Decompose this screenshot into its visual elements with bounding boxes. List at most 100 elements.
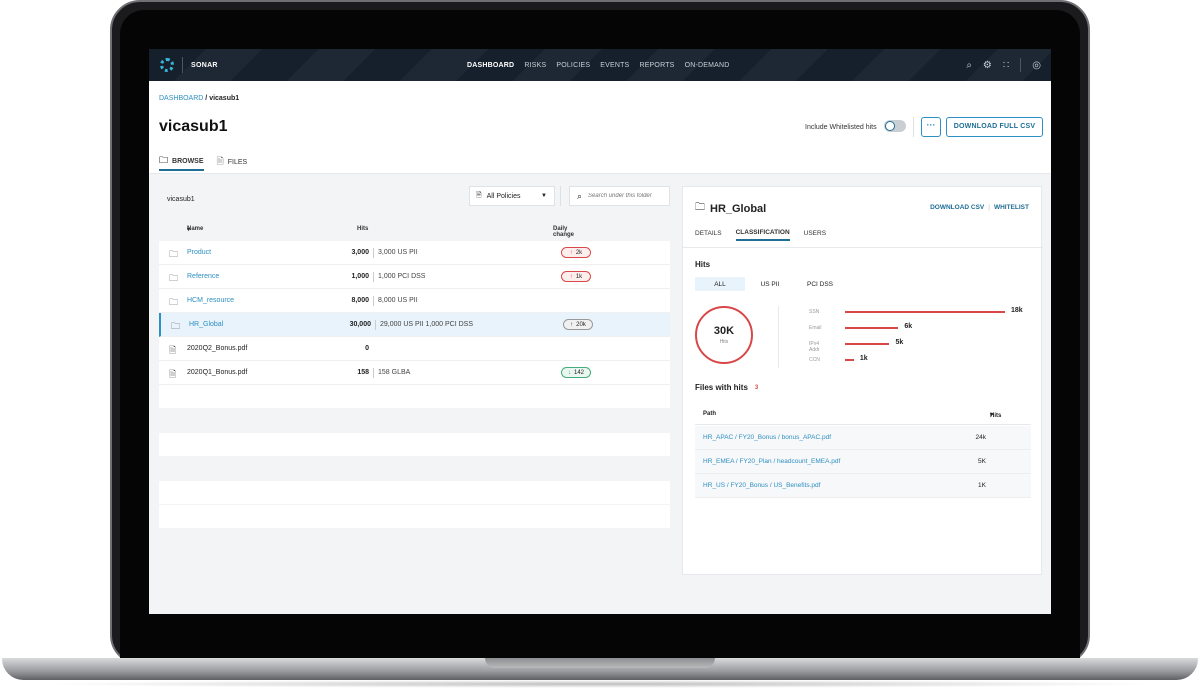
file-row[interactable]: HR_APAC / FY20_Bonus / bonus_APAC.pdf 24k xyxy=(695,426,1031,450)
breadcrumb: DASHBOARD / vicasub1 xyxy=(159,95,239,102)
breakdown-bar xyxy=(845,311,1005,313)
breakdown-label: Email xyxy=(809,325,822,331)
page-title: vicasub1 xyxy=(159,118,228,135)
policy-select[interactable]: 🗎 All Policies ▼ xyxy=(469,186,555,206)
file-row[interactable]: HR_US / FY20_Bonus / US_Benefits.pdf 1K xyxy=(695,474,1031,498)
download-csv-link[interactable]: DOWNLOAD CSV xyxy=(930,204,985,211)
folder-icon: 🗀 xyxy=(169,273,179,283)
table-row[interactable]: 🗀 Reference 1,000 1,000 PCI DSS ↑ 1k xyxy=(159,265,670,289)
column-file-hits[interactable]: Hits ▾ xyxy=(989,412,1002,419)
row-hits: 0 xyxy=(365,345,369,352)
breakdown-bar xyxy=(845,327,899,329)
folder-search-input[interactable] xyxy=(588,193,669,199)
row-hits-separator xyxy=(373,248,374,258)
file-hits: 1K xyxy=(978,482,986,489)
row-name[interactable]: HR_Global xyxy=(189,321,224,328)
nav-item-risks[interactable]: RISKS xyxy=(524,61,547,69)
page-tabs: 🗀 BROWSE 🗎 FILES xyxy=(159,153,247,171)
tab-users[interactable]: USERS xyxy=(803,229,827,237)
detail-title: 🗀 HR_Global xyxy=(695,200,766,217)
column-name[interactable]: Name ▾ xyxy=(187,226,204,233)
sonar-logo-icon[interactable] xyxy=(160,58,174,72)
header-divider xyxy=(913,117,914,137)
detail-title-text: HR_Global xyxy=(710,202,767,215)
app-name: SONAR xyxy=(191,61,218,69)
filter-all[interactable]: ALL xyxy=(695,277,745,291)
search-icon[interactable]: ⌕ xyxy=(966,59,972,71)
row-name[interactable]: HCM_resource xyxy=(187,297,235,304)
file-path-link[interactable]: HR_EMEA / FY20_Plan / headcount_EMEA.pdf xyxy=(703,458,841,465)
table-header: Name ▾ Hits ↕ Daily change ↕ xyxy=(187,226,575,238)
user-account-icon[interactable]: ◎ xyxy=(1032,59,1041,71)
nav-item-events[interactable]: EVENTS xyxy=(600,61,630,69)
folder-table-body: 🗀 Product 3,000 3,000 US PII ↑ 2k 🗀 Reference 1,… xyxy=(159,241,670,529)
row-name: 2020Q2_Bonus.pdf xyxy=(187,345,248,352)
row-hits-separator xyxy=(373,272,374,282)
nav-item-reports[interactable]: REPORTS xyxy=(639,61,675,69)
file-path-link[interactable]: HR_APAC / FY20_Bonus / bonus_APAC.pdf xyxy=(703,434,832,441)
nav-item-on-demand[interactable]: ON-DEMAND xyxy=(684,61,730,69)
tab-details[interactable]: DETAILS xyxy=(695,229,722,237)
file-row[interactable]: HR_EMEA / FY20_Plan / headcount_EMEA.pdf… xyxy=(695,450,1031,474)
column-path[interactable]: Path xyxy=(703,411,717,417)
breadcrumb-dashboard-link[interactable]: DASHBOARD xyxy=(159,95,204,102)
files-count-badge: 3 xyxy=(754,384,759,391)
filter-us-pii[interactable]: US PII xyxy=(760,280,780,288)
apps-grid-icon[interactable]: ∷ xyxy=(1002,59,1010,71)
row-hits: 3,000 xyxy=(351,249,369,256)
main-nav: DASHBOARD RISKS POLICIES EVENTS REPORTS ON-DE… xyxy=(467,49,730,81)
arrow-up-icon: ↑ xyxy=(570,321,574,328)
folder-icon: 🗀 xyxy=(169,249,179,259)
empty-row xyxy=(159,457,670,480)
nav-item-dashboard[interactable]: DASHBOARD xyxy=(467,61,515,69)
hits-heading: Hits xyxy=(695,260,711,269)
arrow-up-icon: ↑ xyxy=(569,273,573,280)
download-full-csv-button[interactable]: DOWNLOAD FULL CSV xyxy=(946,117,1043,137)
empty-row xyxy=(159,481,670,504)
folder-icon: 🗀 xyxy=(169,297,179,307)
policy-select-value: All Policies xyxy=(486,192,521,200)
row-name[interactable]: Product xyxy=(187,249,212,256)
table-row[interactable]: 🗀 Product 3,000 3,000 US PII ↑ 2k xyxy=(159,241,670,265)
toolbar-icons: ⌕ ⚙ ∷ ◎ xyxy=(966,49,1041,81)
breakdown-bar xyxy=(845,359,854,361)
detail-actions: DOWNLOAD CSV | WHITELIST xyxy=(930,204,1029,211)
daily-change-badge: ↓ 142 xyxy=(561,367,591,378)
chevron-down-icon: ▼ xyxy=(541,193,547,199)
total-hits-label: Hits xyxy=(719,339,729,345)
row-hits-detail: 158 GLBA xyxy=(378,369,411,376)
filter-pci-dss[interactable]: PCI DSS xyxy=(806,280,833,288)
whitelist-toggle[interactable] xyxy=(884,120,906,132)
row-hits: 30,000 xyxy=(349,321,371,328)
detail-tabs-divider xyxy=(683,247,1043,248)
breakdown-label: CCN xyxy=(809,357,820,363)
table-row[interactable]: 🗎 2020Q2_Bonus.pdf 0 xyxy=(159,337,670,361)
files-table-body: HR_APAC / FY20_Bonus / bonus_APAC.pdf 24k… xyxy=(695,426,1031,498)
nav-item-policies[interactable]: POLICIES xyxy=(556,61,591,69)
content-area: vicasub1 🗎 All Policies ▼ ⌕ Name ▾ Hits … xyxy=(149,174,1051,614)
files-with-hits-heading: Files with hits 3 xyxy=(695,383,758,392)
folder-browser: vicasub1 🗎 All Policies ▼ ⌕ Name ▾ Hits … xyxy=(159,184,670,528)
table-row[interactable]: 🗎 2020Q1_Bonus.pdf 158 158 GLBA ↓ 142 xyxy=(159,361,670,385)
folder-search[interactable]: ⌕ xyxy=(569,186,670,206)
tab-browse[interactable]: 🗀 BROWSE xyxy=(159,153,204,171)
actions-separator: | xyxy=(988,204,990,211)
file-path-link[interactable]: HR_US / FY20_Bonus / US_Benefits.pdf xyxy=(703,482,821,489)
table-row[interactable]: 🗀 HR_Global 30,000 29,000 US PII 1,000 PCI … xyxy=(159,313,670,337)
more-options-button[interactable]: ··· xyxy=(921,117,941,137)
table-row[interactable]: 🗀 HCM_resource 8,000 8,000 US PII xyxy=(159,289,670,313)
document-icon: 🗎 xyxy=(169,369,177,379)
row-hits-separator xyxy=(373,296,374,306)
tab-files[interactable]: 🗎 FILES xyxy=(217,153,248,171)
folder-icon: 🗀 xyxy=(159,155,169,165)
arrow-down-icon: ↓ xyxy=(567,369,571,376)
laptop-notch xyxy=(485,658,715,668)
gear-icon[interactable]: ⚙ xyxy=(982,59,992,71)
tab-classification[interactable]: CLASSIFICATION xyxy=(735,225,790,241)
row-hits-separator xyxy=(375,320,376,330)
row-name[interactable]: Reference xyxy=(187,273,220,280)
logo-divider xyxy=(182,57,183,73)
whitelist-link[interactable]: WHITELIST xyxy=(993,204,1029,211)
file-hits: 5K xyxy=(978,458,986,465)
row-hits-detail: 8,000 US PII xyxy=(378,297,418,304)
